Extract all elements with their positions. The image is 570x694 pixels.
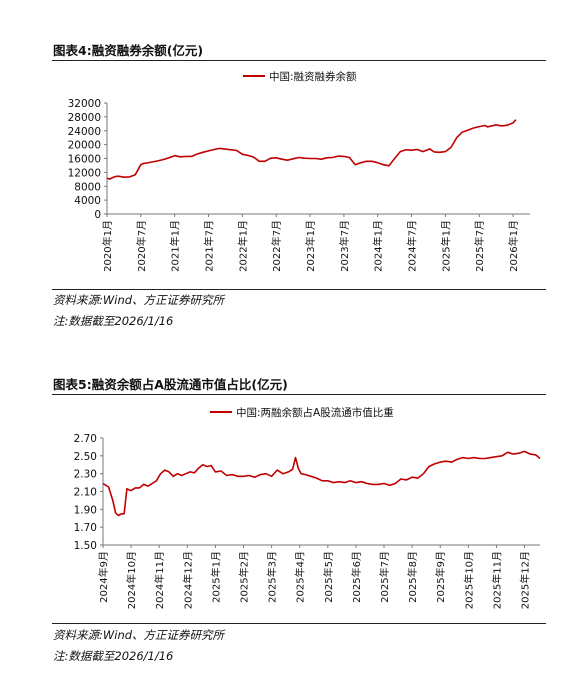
series-line	[106, 119, 517, 180]
y-tick-label: 2.70	[74, 433, 97, 445]
x-tick-label: 2025年6月	[350, 551, 363, 603]
y-tick-label: 24000	[68, 126, 101, 138]
legend-label: 中国:两融余额占A股流通市值比重	[236, 406, 394, 419]
figure-5-source: 资料来源:Wind、方正证券研究所	[53, 628, 225, 642]
series-line	[102, 450, 541, 517]
y-tick-label: 32000	[68, 98, 101, 110]
x-tick-label: 2023年1月	[304, 220, 317, 272]
legend-label: 中国:融资融券余额	[269, 70, 357, 83]
y-tick-label: 2.10	[74, 487, 97, 499]
y-tick-label: 16000	[68, 154, 101, 166]
x-tick-label: 2025年9月	[434, 551, 447, 603]
figure-4-title: 图表4:融资融券余额(亿元)	[53, 43, 204, 58]
figure-4-bottom-rule	[52, 289, 546, 290]
figure-4-top-rule	[52, 60, 546, 61]
figure-4-note: 注:数据截至2026/1/16	[53, 314, 174, 328]
x-tick-label: 2025年3月	[266, 551, 279, 603]
y-tick-label: 12000	[68, 167, 101, 179]
y-tick-label: 4000	[74, 195, 101, 207]
x-tick-label: 2024年7月	[406, 220, 419, 272]
x-tick-label: 2025年4月	[294, 551, 307, 603]
y-tick-label: 2.50	[74, 451, 97, 463]
x-tick-label: 2025年10月	[462, 551, 475, 609]
x-tick-label: 2026年1月	[507, 220, 520, 272]
x-tick-label: 2024年12月	[181, 551, 194, 609]
figure-5-chart: 中国:两融余额占A股流通市值比重 1.50 1.70 1.90 2.10 2.30 2.50…	[74, 406, 541, 609]
x-tick-label: 2025年5月	[322, 551, 335, 603]
x-tick-label: 2025年12月	[519, 551, 532, 609]
y-tick-label: 1.70	[74, 522, 97, 534]
y-tick-label: 1.50	[74, 540, 97, 552]
x-tick-label: 2022年1月	[236, 220, 249, 272]
x-tick-label: 2023年7月	[338, 220, 351, 272]
x-tick-label: 2025年11月	[490, 551, 503, 609]
x-tick-label: 2024年10月	[125, 551, 138, 609]
x-tick-label: 2025年7月	[473, 220, 486, 272]
x-tick-label: 2025年2月	[238, 551, 251, 603]
y-tick-label: 0	[94, 209, 101, 221]
figure-5-top-rule	[52, 394, 546, 395]
x-tick-label: 2025年7月	[378, 551, 391, 603]
x-tick-label: 2025年1月	[439, 220, 452, 272]
x-tick-label: 2020年1月	[101, 220, 114, 272]
x-tick-label: 2021年1月	[169, 220, 182, 272]
figure-5-bottom-rule	[52, 623, 546, 624]
x-tick-label: 2021年7月	[203, 220, 216, 272]
y-tick-label: 20000	[68, 140, 101, 152]
x-tick-label: 2024年1月	[372, 220, 385, 272]
y-tick-label: 8000	[74, 181, 101, 193]
y-tick-label: 28000	[68, 112, 101, 124]
x-tick-label: 2025年8月	[406, 551, 419, 603]
x-tick-label: 2024年9月	[97, 551, 110, 603]
x-tick-label: 2022年7月	[270, 220, 283, 272]
x-tick-label: 2024年11月	[153, 551, 166, 609]
figure-5-title: 图表5:融资余额占A股流通市值占比(亿元)	[53, 377, 288, 392]
figure-5-note: 注:数据截至2026/1/16	[53, 649, 174, 663]
figure-4-source: 资料来源:Wind、方正证券研究所	[53, 293, 225, 307]
y-tick-label: 1.90	[74, 504, 97, 516]
y-tick-label: 2.30	[74, 469, 97, 481]
x-tick-label: 2025年1月	[209, 551, 222, 603]
x-tick-label: 2020年7月	[135, 220, 148, 272]
